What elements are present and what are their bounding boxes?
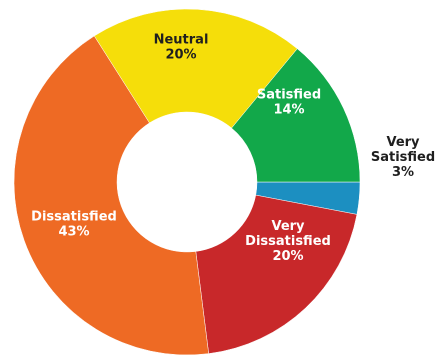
slice-value-label: 20% (165, 48, 196, 63)
slice-label-very-satisfied: Very Satisfied 3% (371, 135, 435, 180)
slice-label-neutral: Neutral 20% (154, 33, 209, 63)
slice-value-label: 43% (58, 225, 89, 240)
slice-satisfied (231, 48, 361, 183)
donut-slices (13, 8, 361, 356)
slice-name-label: Satisfied (371, 150, 435, 165)
slice-very-dissatisfied (195, 194, 358, 354)
slice-labels: Very Satisfied 3%Very Dissatisfied 20%Dissat… (31, 33, 435, 265)
slice-name-label: Dissatisfied (31, 210, 117, 225)
slice-label-very-dissatisfied: Very Dissatisfied 20% (245, 219, 331, 264)
slice-value-label: 14% (273, 103, 304, 118)
slice-name-label: Very (386, 135, 420, 150)
slice-name-label: Neutral (154, 33, 209, 48)
slice-name-label: Very (271, 219, 305, 234)
slice-value-label: 3% (392, 165, 414, 180)
slice-name-label: Dissatisfied (245, 234, 331, 249)
slice-value-label: 20% (272, 249, 303, 264)
slice-name-label: Satisfied (257, 88, 321, 103)
slice-label-satisfied: Satisfied 14% (257, 88, 321, 118)
slice-dissatisfied (13, 35, 209, 356)
slice-neutral (93, 8, 298, 129)
slice-label-dissatisfied: Dissatisfied 43% (31, 210, 117, 240)
